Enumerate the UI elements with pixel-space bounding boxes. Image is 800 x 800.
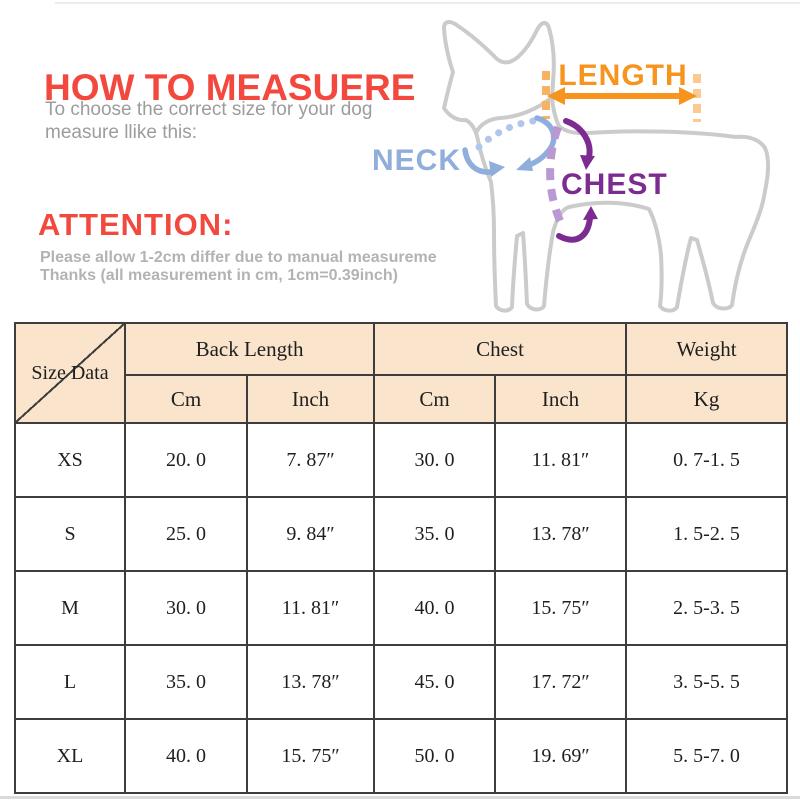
bottom-divider <box>0 796 800 799</box>
chest-top-arrowhead <box>580 155 595 170</box>
chest-bottom-arrow <box>556 215 593 243</box>
length-arrowhead-left <box>547 87 565 105</box>
subheader-chest-cm: Cm <box>373 374 497 424</box>
neck-label: NECK <box>372 144 462 177</box>
attention-note-line-2: Thanks (all measurement in cm, 1cm=0.39i… <box>40 266 398 284</box>
attention-title: ATTENTION: <box>38 207 234 242</box>
table-row-xl: XL 40. 0 15. 75″ 50. 0 19. 69″ 5. 5-7. 0 <box>14 718 789 794</box>
header-unit-row: Cm Inch Cm Inch Kg <box>15 374 789 424</box>
back-cm-cell: 35. 0 <box>124 644 248 720</box>
table-row-s: S 25. 0 9. 84″ 35. 0 13. 78″ 1. 5-2. 5 <box>14 496 789 572</box>
table-row-l: L 35. 0 13. 78″ 45. 0 17. 72″ 3. 5-5. 5 <box>14 644 789 720</box>
dog-outline <box>442 20 770 313</box>
back-cm-cell: 20. 0 <box>124 422 248 498</box>
size-cell: XS <box>14 422 126 498</box>
weight-cell: 2. 5-3. 5 <box>625 570 789 646</box>
chest-inch-cell: 13. 78″ <box>494 496 628 572</box>
header-chest: Chest <box>373 322 628 376</box>
page-title: HOW TO MEASUERE <box>44 66 416 108</box>
header-weight: Weight <box>625 322 789 376</box>
neck-hook-arrowhead <box>516 157 533 171</box>
dog-neckline <box>475 95 554 133</box>
subheader-back-cm: Cm <box>124 374 248 424</box>
corner-size-data-cell: Size Data <box>14 322 126 424</box>
top-divider <box>55 2 800 4</box>
chest-cm-cell: 35. 0 <box>373 496 497 572</box>
back-cm-cell: 40. 0 <box>124 718 248 794</box>
neck-curve-arrow <box>462 147 493 175</box>
weight-cell: 1. 5-2. 5 <box>625 496 789 572</box>
size-cell: S <box>14 496 126 572</box>
weight-cell: 3. 5-5. 5 <box>625 644 789 720</box>
chest-cm-cell: 30. 0 <box>373 422 497 498</box>
chest-dashed-arc <box>546 125 565 225</box>
chest-inch-cell: 17. 72″ <box>494 644 628 720</box>
chest-bottom-arrowhead <box>583 206 598 220</box>
neck-curve-arrowhead <box>489 161 505 177</box>
size-chart-table: Size Data Back Length Chest Weight Cm In… <box>14 322 789 794</box>
chest-cm-cell: 40. 0 <box>373 570 497 646</box>
back-cm-cell: 30. 0 <box>124 570 248 646</box>
subheader-back-inch: Inch <box>245 374 376 424</box>
chest-inch-cell: 19. 69″ <box>494 718 628 794</box>
size-cell: XL <box>14 718 126 794</box>
size-cell: M <box>14 570 126 646</box>
subtitle-line-1: To choose the correct size for your dog <box>45 99 373 120</box>
subheader-chest-inch: Inch <box>494 374 628 424</box>
chest-inch-cell: 15. 75″ <box>494 570 628 646</box>
chest-cm-cell: 50. 0 <box>373 718 497 794</box>
back-inch-cell: 15. 75″ <box>245 718 376 794</box>
weight-cell: 5. 5-7. 0 <box>625 718 789 794</box>
size-cell: L <box>14 644 126 720</box>
subheader-weight-kg: Kg <box>625 374 789 424</box>
attention-note-line-1: Please allow 1-2cm differ due to manual … <box>40 249 437 266</box>
chest-top-arrow <box>563 118 593 160</box>
chest-label: CHEST <box>561 168 668 201</box>
back-cm-cell: 25. 0 <box>124 496 248 572</box>
chest-inch-cell: 11. 81″ <box>494 422 628 498</box>
dog-measurement-diagram <box>442 20 770 313</box>
header-back-length: Back Length <box>123 322 376 376</box>
attention-note: Please allow 1-2cm differ due to manual … <box>40 249 462 284</box>
table-row-m: M 30. 0 11. 81″ 40. 0 15. 75″ 2. 5-3. 5 <box>14 570 789 646</box>
table-row-xs: XS 20. 0 7. 87″ 30. 0 11. 81″ 0. 7-1. 5 <box>14 422 789 498</box>
back-inch-cell: 11. 81″ <box>245 570 376 646</box>
chest-cm-cell: 45. 0 <box>373 644 497 720</box>
back-inch-cell: 7. 87″ <box>245 422 376 498</box>
weight-cell: 0. 7-1. 5 <box>625 422 789 498</box>
subtitle: To choose the correct size for your dog … <box>45 98 372 144</box>
back-inch-cell: 13. 78″ <box>245 644 376 720</box>
subtitle-line-2: measure llike this: <box>45 122 198 143</box>
header-group-row: Size Data Back Length Chest Weight <box>14 322 789 424</box>
back-inch-cell: 9. 84″ <box>245 496 376 572</box>
length-arrowhead-right <box>679 87 697 105</box>
length-label: LENGTH <box>558 59 688 92</box>
